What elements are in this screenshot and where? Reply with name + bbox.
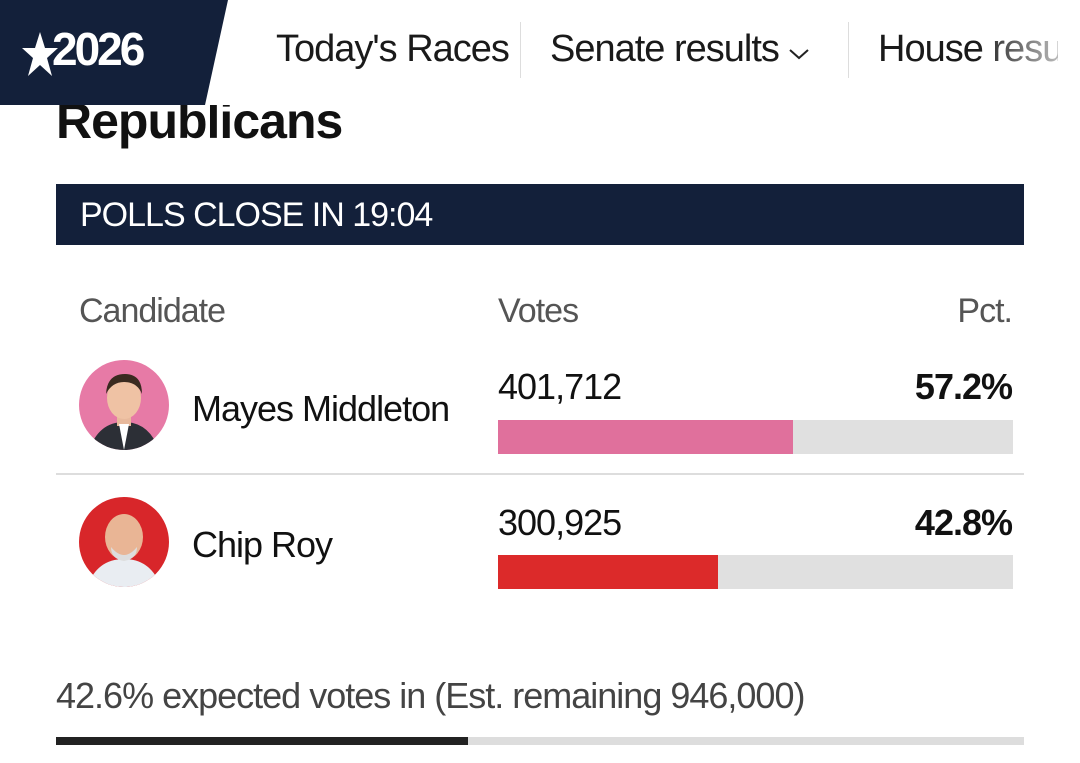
bar-track (498, 555, 1013, 589)
candidate-photo (79, 360, 169, 450)
column-header: Candidate (79, 292, 226, 330)
chevron (789, 49, 810, 60)
candidate-photo (79, 497, 169, 587)
column-header: Votes (498, 292, 579, 330)
logo[interactable]: 2026 (0, 0, 228, 105)
banner-text: POLLS CLOSE IN 19:04 (80, 196, 433, 234)
nav-item[interactable]: Senate results (550, 28, 810, 71)
vote-count: 401,712 (498, 366, 622, 407)
vote-bar (498, 420, 793, 454)
candidate-name: Chip Roy (192, 524, 333, 565)
candidate-name: Mayes Middleton (192, 388, 450, 429)
vote-count: 300,925 (498, 502, 622, 543)
expected-text: expected votes in (Est. remaining 946,00… (153, 675, 805, 716)
vote-percent: 57.2% (914, 366, 1013, 407)
column-header: Pct. (957, 292, 1013, 330)
star-icon (22, 32, 58, 76)
progress-track (56, 737, 1024, 745)
top-nav: 2026 Today's Races Senate results House … (0, 0, 1080, 105)
vote-percent: 42.8% (914, 502, 1013, 543)
nav-item[interactable]: House resu (878, 28, 1058, 70)
bar-track (498, 420, 1013, 454)
nav-item[interactable]: Today's Races (276, 28, 510, 70)
expected-votes: 42.6% expected votes in (Est. remaining … (56, 675, 805, 717)
polls-banner: POLLS CLOSE IN 19:04 (56, 184, 1024, 245)
expected-percent: 42.6% (56, 675, 154, 716)
progress-bar (56, 737, 469, 745)
divider (56, 473, 1024, 475)
separator (848, 22, 849, 78)
nav-text: Senate results (550, 28, 780, 70)
vote-bar (498, 555, 719, 589)
separator (520, 22, 521, 78)
logo-text: 2026 (52, 23, 145, 75)
